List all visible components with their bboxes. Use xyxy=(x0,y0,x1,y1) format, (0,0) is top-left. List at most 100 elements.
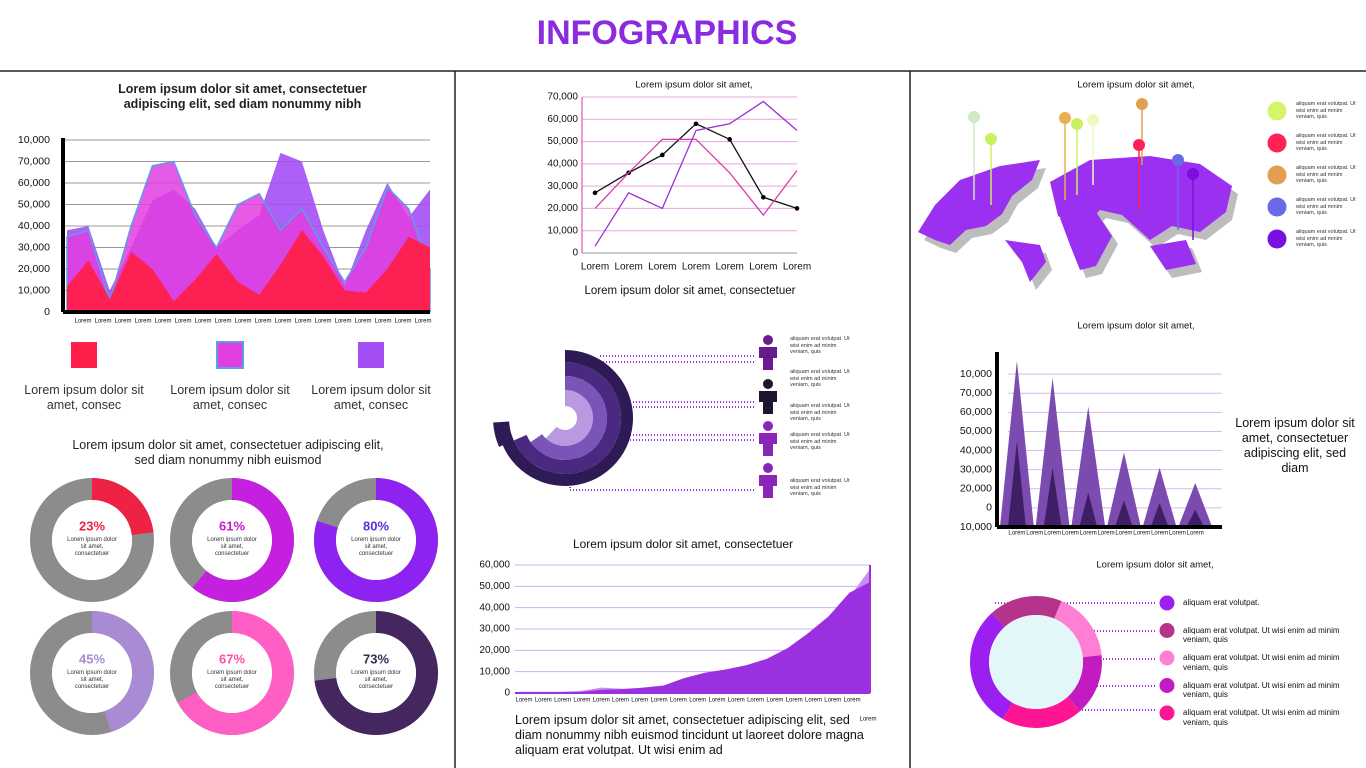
pie-slice xyxy=(970,612,1013,720)
legend-label: Lorem ipsum dolor sit amet, consec xyxy=(24,383,144,412)
radial-band xyxy=(530,376,608,460)
x-tick-label: Lorem xyxy=(728,698,745,704)
value-label: 67% xyxy=(219,651,245,666)
land xyxy=(1150,240,1196,270)
line xyxy=(594,138,798,217)
pie-slice xyxy=(1067,655,1102,712)
legend-dot xyxy=(1267,101,1287,121)
point xyxy=(727,137,732,142)
donut-caption: Lorem ipsum dolor sit amet, consectetuer xyxy=(351,537,401,558)
point xyxy=(693,121,699,127)
peak xyxy=(1186,509,1205,527)
chart-title: Lorem ipsum dolor sit amet, xyxy=(1077,321,1194,332)
x-tick-label: Lorem xyxy=(631,698,648,704)
y-tick-label: 10,000 xyxy=(18,284,50,296)
x-tick-label: Lorem xyxy=(844,698,861,704)
legend-dot xyxy=(1267,197,1287,217)
peak xyxy=(1071,406,1106,527)
donut-caption: Lorem ipsum dolor sit amet, consectetuer xyxy=(207,537,257,558)
y-tick-label: 20,000 xyxy=(547,203,578,214)
legend-dot xyxy=(1159,678,1175,693)
x-tick-label: Lorem xyxy=(766,698,783,704)
value-label: 61% xyxy=(219,518,245,533)
y-tick-label: 70,000 xyxy=(547,92,578,103)
pin-head xyxy=(1071,118,1083,130)
y-tick-label: 50,000 xyxy=(18,198,50,210)
x-tick-label: Lorem xyxy=(824,698,841,704)
legend-label: aliquam erat volutpat. Ut wisi enim ad m… xyxy=(1296,101,1356,121)
line xyxy=(594,122,798,210)
person-body xyxy=(759,433,777,456)
legend-label: Lorem ipsum dolor sit amet, consec xyxy=(311,383,431,412)
note: Lorem ipsum dolor sit amet, consectetuer… xyxy=(1235,416,1355,475)
x-tick-label: Lorem xyxy=(394,319,411,325)
donut-arc xyxy=(313,478,438,603)
peak xyxy=(1142,467,1177,527)
y-tick-label: 40,000 xyxy=(960,444,992,456)
y-tick-label: 0 xyxy=(504,688,510,699)
legend-swatch xyxy=(358,342,384,368)
radial-band xyxy=(493,421,514,447)
donut-hole xyxy=(192,633,272,713)
x-tick-label: Lorem xyxy=(74,319,91,325)
y-tick-label: 60,000 xyxy=(960,406,992,418)
area xyxy=(67,230,430,312)
x-tick-label: Lorem xyxy=(234,319,251,325)
x-tick-label: Lorem xyxy=(708,698,725,704)
y-tick-label: 10,000 xyxy=(960,368,992,380)
pie-slice xyxy=(991,596,1062,628)
point xyxy=(592,190,598,196)
x-tick-label: Lorem xyxy=(715,262,743,273)
donut-arc xyxy=(92,478,154,535)
donut-hole xyxy=(52,633,132,713)
x-tick-label: Lorem xyxy=(670,698,687,704)
x-tick-label: Lorem xyxy=(374,319,391,325)
legend-swatch xyxy=(71,342,97,368)
land xyxy=(918,160,1040,245)
legend-dot xyxy=(1267,133,1287,153)
peak xyxy=(1150,503,1169,527)
x-tick-label: Lorem xyxy=(1151,531,1168,537)
x-tick-label: Lorem xyxy=(682,262,710,273)
value-label: 45% xyxy=(79,651,105,666)
legend-dot xyxy=(1159,595,1175,611)
person-head xyxy=(763,421,773,431)
x-tick-label: Lorem xyxy=(1133,531,1150,537)
donut-arc xyxy=(92,611,154,732)
radial-band xyxy=(545,390,594,446)
x-tick-label: Lorem xyxy=(214,319,231,325)
peak xyxy=(1043,467,1062,527)
x-tick-label: Lorem xyxy=(274,319,291,325)
legend-dot xyxy=(1159,705,1175,721)
y-tick-label: 10,000 xyxy=(960,521,992,533)
chart-title: Lorem ipsum dolor sit amet, xyxy=(635,80,752,91)
y-tick-label: 50,000 xyxy=(960,425,992,437)
chart-title: Lorem ipsum dolor sit amet, consectetuer… xyxy=(118,82,367,111)
pin-head xyxy=(1133,139,1145,151)
pie-hole xyxy=(989,615,1083,709)
y-tick-label: 20,000 xyxy=(18,263,50,275)
page-title: INFOGRAPHICS xyxy=(537,14,798,52)
x-tick-label: Lorem xyxy=(689,698,706,704)
pin-head xyxy=(968,111,980,123)
y-tick-label: 10,000 xyxy=(547,225,578,236)
x-tick-label: Lorem xyxy=(414,319,431,325)
y-tick-label: 10,000 xyxy=(479,666,510,677)
x-tick-label: Lorem xyxy=(1098,531,1115,537)
y-tick-label: 0 xyxy=(572,248,578,259)
donut-arc xyxy=(314,611,438,735)
pin-head xyxy=(1187,168,1199,180)
y-tick-label: 50,000 xyxy=(547,136,578,147)
legend-label: aliquam erat volutpat. Ut wisi enim ad m… xyxy=(1296,165,1356,185)
x-tick-label: Lorem xyxy=(1187,531,1204,537)
x-tick-label: Lorem xyxy=(254,319,271,325)
x-tick-label: Lorem xyxy=(593,698,610,704)
chart-title: Lorem ipsum dolor sit amet, consectetuer… xyxy=(72,438,384,467)
donut-caption: Lorem ipsum dolor sit amet, consectetuer xyxy=(67,537,117,558)
x-tick-label: Lorem xyxy=(651,698,668,704)
x-tick-label: Lorem xyxy=(535,698,552,704)
peak xyxy=(1115,500,1133,527)
y-tick-label: 70,000 xyxy=(18,155,50,167)
legend-dot xyxy=(1267,165,1287,185)
